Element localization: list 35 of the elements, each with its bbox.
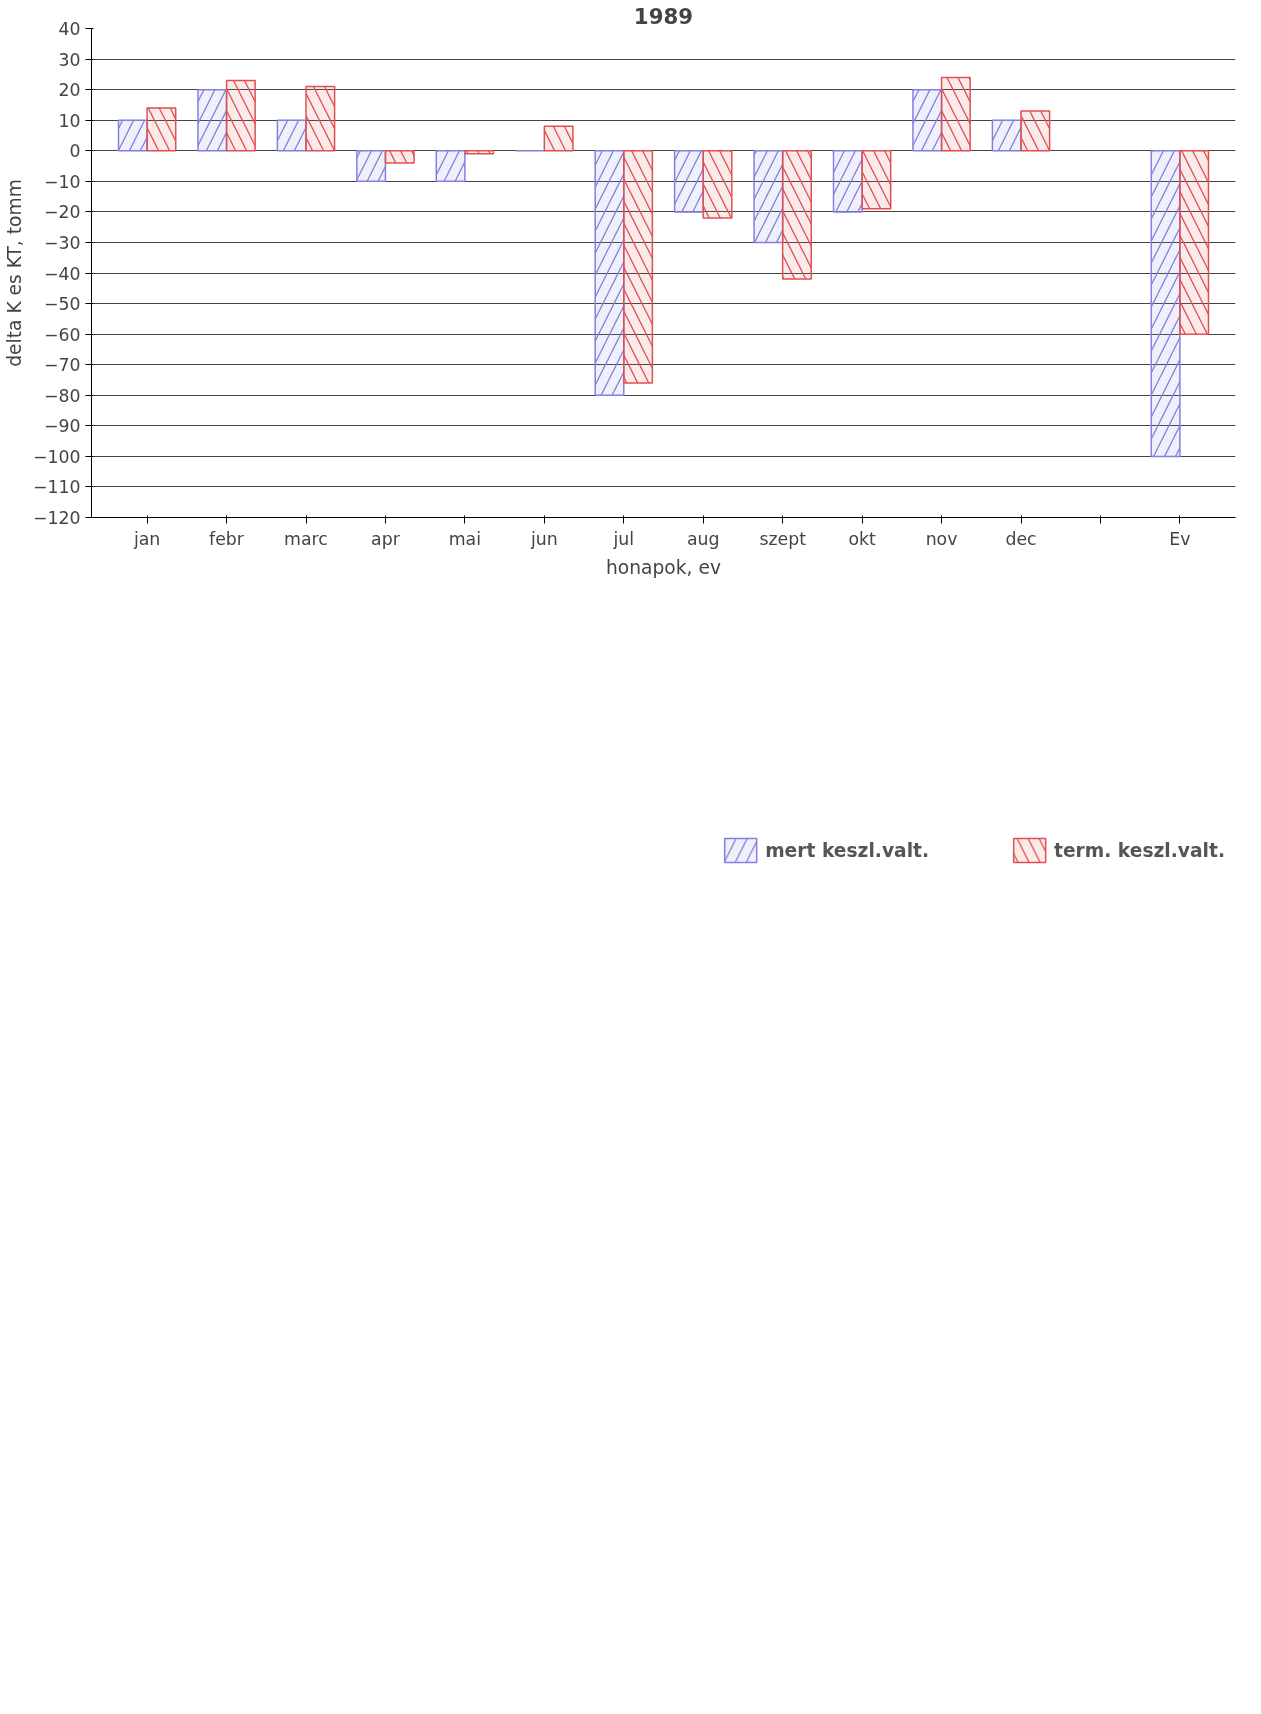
- x-tick-label: aug: [686, 528, 720, 549]
- y-tick-label: −60: [43, 324, 81, 345]
- y-tick-label: −70: [43, 355, 81, 376]
- x-tick-label: szept: [759, 528, 807, 549]
- y-tick-label: 0: [69, 141, 81, 162]
- y-tick-label: −80: [43, 385, 81, 406]
- x-tick-label: apr: [371, 528, 401, 549]
- x-axis-title: honapok, ev: [606, 556, 721, 578]
- y-tick-label: −90: [43, 416, 81, 437]
- x-tick-label: nov: [925, 528, 958, 549]
- y-tick-label: −30: [43, 232, 81, 253]
- y-tick-label: 20: [58, 80, 81, 101]
- y-tick-label: −120: [32, 508, 81, 528]
- x-tick-label: jun: [529, 528, 558, 549]
- y-tick-label: −110: [32, 477, 81, 498]
- y-tick-label: −20: [43, 202, 81, 223]
- y-tick-label: 40: [58, 19, 81, 39]
- x-tick-label: jan: [132, 528, 161, 549]
- y-tick-label: −50: [43, 294, 81, 315]
- y-tick-label: 10: [58, 110, 81, 131]
- x-tick-label: febr: [209, 528, 245, 549]
- y-tick-label: −100: [32, 446, 81, 467]
- y-tick-label: −10: [43, 171, 81, 192]
- x-tick-label: Ev: [1169, 528, 1191, 549]
- x-tick-label: mai: [448, 528, 482, 549]
- y-tick-label: 30: [58, 49, 81, 70]
- y-tick-label: −40: [43, 263, 81, 284]
- chart-title: 1989: [633, 3, 694, 29]
- x-tick-label: okt: [848, 528, 877, 549]
- legend-label: mert keszl.valt.: [765, 839, 930, 861]
- y-axis-title: delta K es KT, tomm: [3, 179, 25, 367]
- legend-label: term. keszl.valt.: [1054, 839, 1225, 861]
- x-tick-label: dec: [1005, 528, 1037, 549]
- x-tick-label: jul: [612, 528, 635, 549]
- x-tick-label: marc: [284, 528, 328, 549]
